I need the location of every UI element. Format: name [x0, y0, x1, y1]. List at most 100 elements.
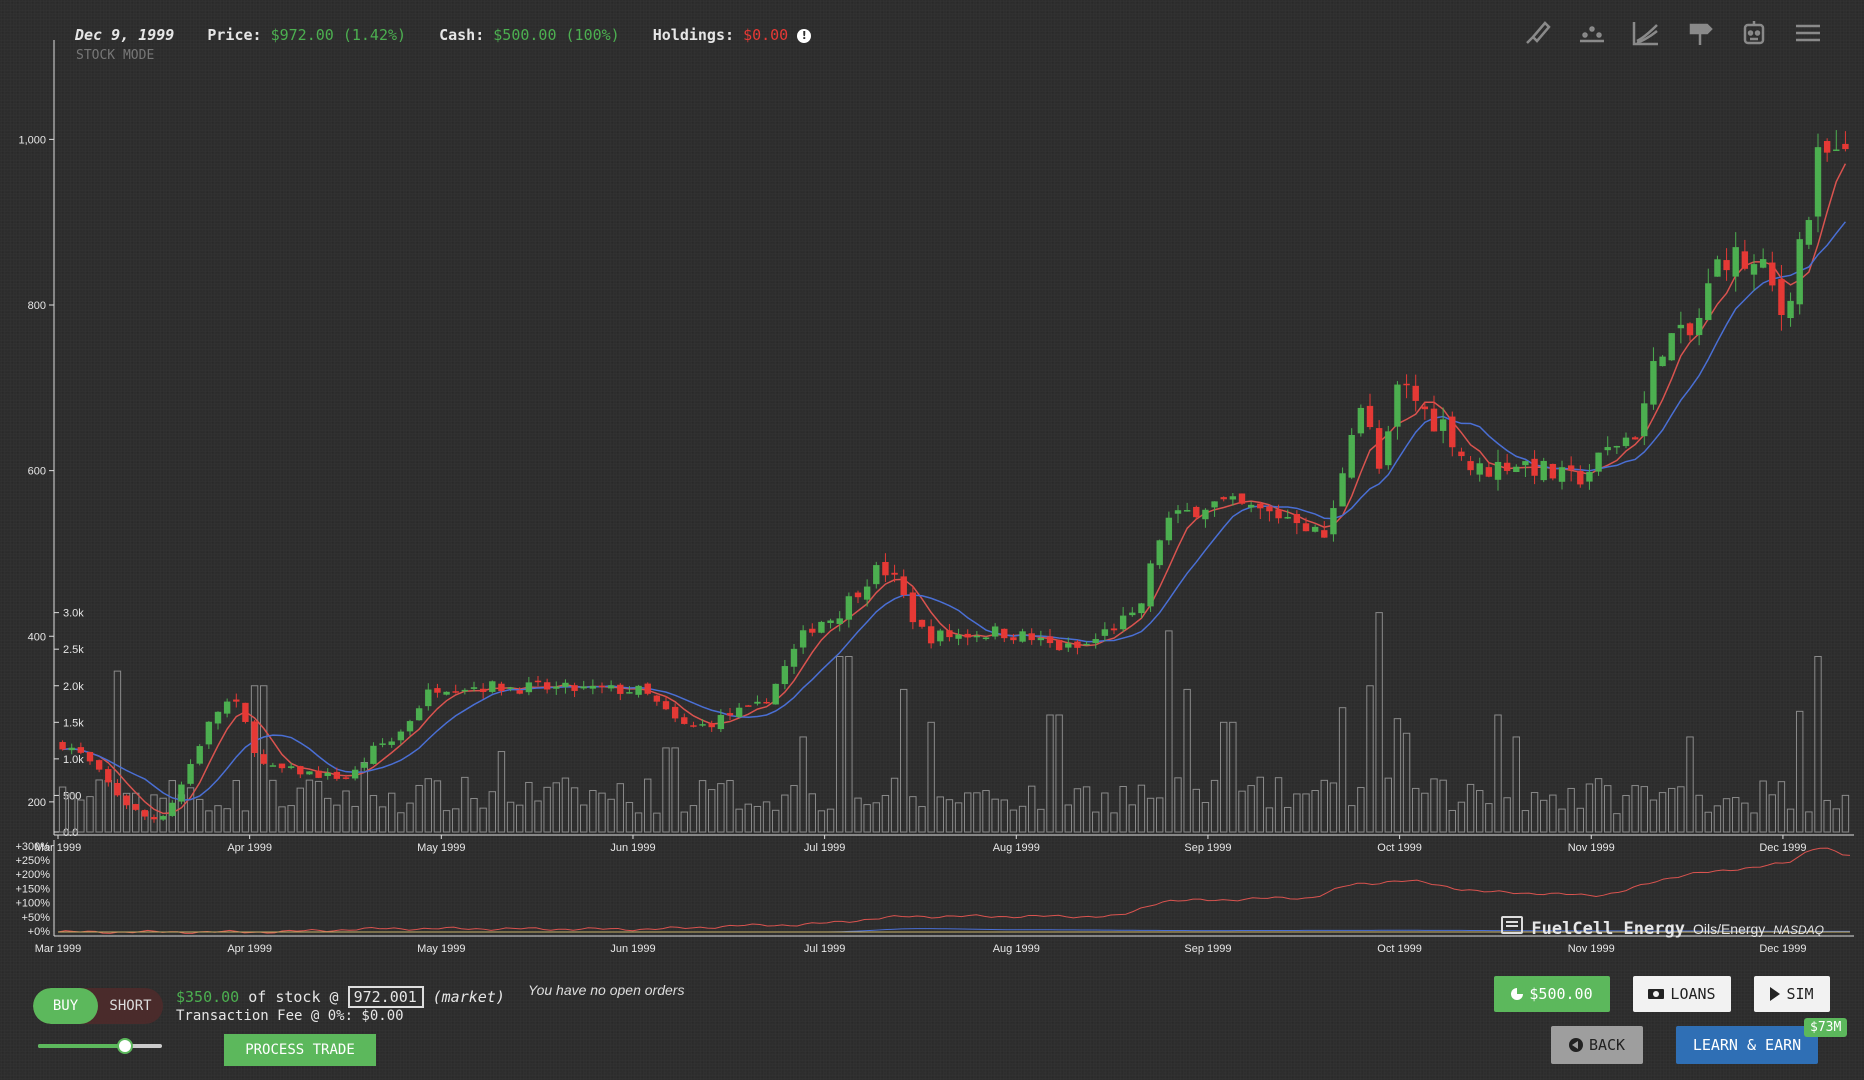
volume-bar: [836, 656, 844, 833]
volume-bar: [1256, 776, 1264, 833]
volume-bar: [680, 811, 688, 833]
volume-bar: [1311, 789, 1319, 833]
volume-bar: [881, 794, 890, 833]
candle-body: [607, 685, 615, 689]
short-button[interactable]: SHORT: [109, 998, 152, 1014]
candle-body: [1065, 643, 1072, 648]
candle-body: [1193, 506, 1200, 518]
indicator-chart-icon[interactable]: [1630, 18, 1662, 48]
amount-slider[interactable]: [38, 1038, 162, 1054]
candle-body: [86, 751, 94, 762]
candle-body: [1604, 447, 1611, 451]
volume-bar: [762, 801, 771, 833]
candle-body: [836, 618, 843, 624]
volume-bar: [1274, 777, 1283, 833]
perf-tick-label: +250%: [15, 855, 50, 867]
volume-bar: [269, 779, 277, 833]
dots-icon[interactable]: [1576, 18, 1608, 48]
cash-value: $500.00 (100%): [493, 26, 620, 44]
volume-bar: [1421, 792, 1429, 833]
learn-earn-button[interactable]: LEARN & EARN: [1676, 1026, 1818, 1064]
news-icon[interactable]: [1501, 916, 1524, 934]
process-trade-button[interactable]: PROCESS TRADE: [224, 1034, 376, 1066]
candle-body: [159, 816, 167, 820]
volume-bar: [1476, 790, 1484, 833]
volume-bar: [1037, 808, 1045, 833]
candle-body: [1183, 510, 1191, 512]
candle-body: [150, 817, 158, 820]
volume-bars: [58, 612, 1850, 833]
candle-body: [1046, 636, 1054, 644]
perf-tick-label: +0%: [28, 926, 51, 938]
signpost-icon[interactable]: [1684, 18, 1716, 48]
volume-bar: [781, 794, 789, 833]
volume-bar: [488, 791, 496, 833]
perf-time-tick-label: Aug 1999: [993, 943, 1040, 955]
candle-body: [1613, 445, 1621, 448]
candle-body: [1211, 501, 1218, 508]
volume-bar: [1622, 795, 1630, 833]
ma-slow-line: [62, 221, 1847, 801]
back-button[interactable]: BACK: [1551, 1026, 1643, 1064]
holdings-value: $0.00: [743, 26, 789, 44]
volume-bar: [918, 806, 926, 833]
candle-body: [955, 634, 962, 639]
candle-body: [1686, 323, 1694, 336]
volume-bar: [214, 805, 222, 833]
buy-button[interactable]: BUY: [33, 988, 98, 1024]
slider-handle[interactable]: [116, 1038, 133, 1054]
candle-body: [1311, 526, 1319, 532]
price-input[interactable]: 972.001: [347, 986, 424, 1008]
volume-bar: [1722, 798, 1731, 833]
cash-label: Cash:: [439, 26, 485, 44]
candle-body: [973, 635, 981, 638]
networth-button[interactable]: $500.00: [1494, 976, 1610, 1012]
candle-body: [1412, 385, 1419, 401]
info-icon[interactable]: !: [797, 29, 812, 43]
order-amount: $350.00: [176, 988, 240, 1006]
volume-bar: [1494, 714, 1502, 833]
candle-body: [799, 630, 807, 648]
candle-body: [991, 626, 999, 637]
candle-body: [1531, 458, 1538, 476]
volume-bar: [580, 804, 588, 833]
volume-bar: [516, 804, 524, 833]
perf-tick-label: +300%: [15, 841, 50, 853]
candle-body: [1321, 530, 1328, 538]
volume-bar: [863, 804, 871, 833]
candle-body: [141, 810, 149, 817]
robot-icon[interactable]: [1738, 18, 1770, 48]
candle-body: [772, 683, 779, 705]
candle-body: [114, 782, 121, 796]
price-tick-label: 1,000: [18, 134, 46, 146]
candle-body: [297, 766, 304, 775]
candle-body: [1019, 631, 1026, 642]
sim-button[interactable]: SIM: [1754, 976, 1830, 1012]
volume-bar: [1631, 785, 1639, 833]
candle-body: [1759, 259, 1767, 268]
candle-body: [260, 754, 267, 764]
candle-body: [306, 771, 313, 775]
order-type: (market): [432, 988, 505, 1006]
volume-bar: [324, 797, 332, 833]
menu-icon[interactable]: [1792, 18, 1824, 48]
candle-body: [169, 802, 176, 816]
candle-body: [717, 714, 725, 730]
time-tick-label: Nov 1999: [1568, 842, 1615, 854]
perf-time-tick-label: Sep 1999: [1184, 943, 1231, 955]
brush-icon[interactable]: [1522, 18, 1554, 48]
perf-time-tick-label: Dec 1999: [1759, 943, 1806, 955]
trade-direction-toggle[interactable]: BUY SHORT: [33, 988, 163, 1024]
volume-bar: [1594, 778, 1603, 833]
volume-bar: [598, 792, 606, 833]
volume-bar: [1055, 714, 1063, 833]
volume-bar: [1786, 808, 1795, 833]
loans-button[interactable]: LOANS: [1633, 976, 1731, 1012]
candle-body: [1522, 461, 1529, 466]
volume-bar: [570, 787, 579, 833]
candle-body: [763, 701, 770, 704]
volume-bar: [525, 781, 533, 833]
candle-body: [1238, 493, 1246, 504]
volume-bar: [616, 783, 624, 833]
